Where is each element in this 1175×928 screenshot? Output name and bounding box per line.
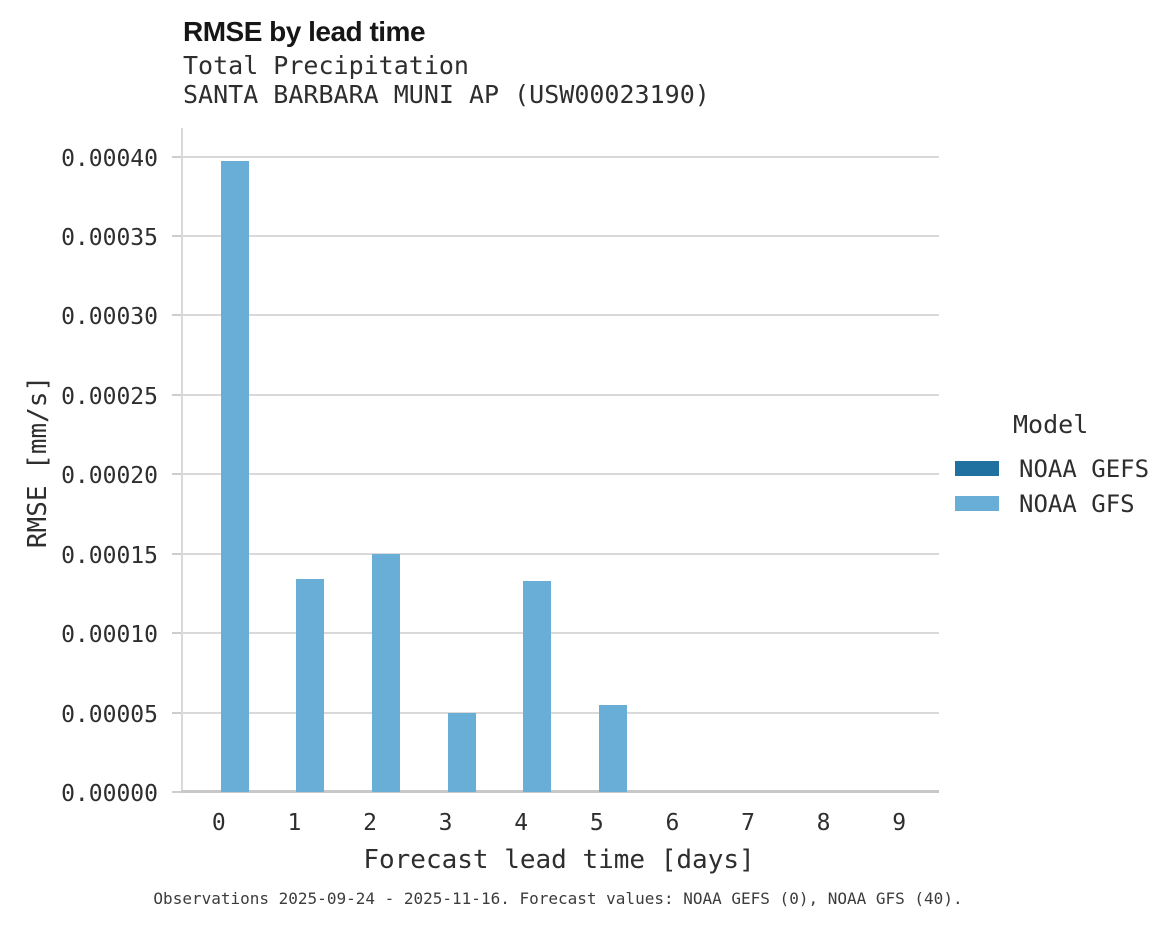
x-tick-label: 6 [665, 810, 680, 836]
bar-noaa-gfs-lead-0 [220, 161, 249, 792]
legend-entry: NOAA GEFS [955, 451, 1149, 486]
legend-entry: NOAA GFS [955, 486, 1149, 521]
x-tick-label: 7 [741, 810, 755, 836]
chart-subtitle-variable: Total Precipitation [183, 51, 469, 80]
bar-noaa-gfs-lead-2 [372, 553, 400, 792]
x-axis-title: Forecast lead time [days] [363, 845, 755, 875]
y-tick-mark [172, 473, 181, 476]
gridline [183, 711, 939, 714]
y-tick-label: 0.00010 [61, 622, 158, 649]
legend-entries: NOAA GEFS NOAA GFS [955, 451, 1149, 521]
gridline [183, 473, 939, 476]
y-tick-label: 0.00025 [61, 383, 158, 410]
legend-title: Model [1013, 410, 1089, 439]
gridline [183, 155, 939, 158]
y-tick-mark [172, 632, 181, 635]
legend-label: NOAA GFS [1019, 489, 1135, 518]
caption: Observations 2025-09-24 - 2025-11-16. Fo… [153, 889, 963, 908]
y-tick-mark [172, 155, 181, 158]
x-tick-label: 2 [363, 810, 377, 836]
y-tick-label: 0.00000 [61, 781, 158, 807]
chart-title: RMSE by lead time [183, 16, 426, 47]
y-tick-mark [172, 235, 181, 238]
x-tick-label: 5 [589, 810, 604, 836]
y-tick-label: 0.00035 [61, 225, 158, 252]
x-tick-label: 0 [211, 810, 226, 836]
x-tick-label: 4 [514, 810, 529, 836]
plot-area [172, 128, 939, 793]
y-tick-label: 0.00040 [61, 145, 158, 172]
y-tick-mark [172, 393, 181, 396]
x-tick-label: 1 [287, 810, 302, 836]
y-tick-mark [172, 711, 181, 714]
x-tick-label: 8 [816, 810, 831, 836]
y-tick-mark [172, 314, 181, 317]
x-tick-label: 3 [438, 810, 453, 836]
gridline [183, 235, 939, 238]
y-tick-mark [172, 791, 181, 793]
legend-label: NOAA GEFS [1019, 454, 1150, 483]
y-tick-label: 0.00030 [61, 304, 158, 331]
chart-subtitle-station: SANTA BARBARA MUNI AP (USW00023190) [183, 80, 710, 109]
x-axis-line [181, 790, 939, 793]
y-tick-mark [172, 552, 181, 555]
bar-noaa-gfs-lead-4 [523, 580, 552, 792]
gridline [183, 632, 939, 635]
gridline [183, 314, 939, 317]
bar-noaa-gfs-lead-1 [296, 579, 325, 792]
legend: Model NOAA GEFS NOAA GFS [955, 410, 1149, 521]
x-tick-label: 9 [892, 810, 907, 836]
bar-noaa-gfs-lead-5 [598, 704, 627, 792]
legend-swatch [955, 496, 999, 511]
bar-noaa-gfs-lead-3 [447, 712, 476, 792]
legend-swatch [955, 461, 999, 476]
gridline [183, 552, 939, 555]
y-tick-label: 0.00020 [61, 463, 158, 490]
gridline [183, 393, 939, 396]
y-tick-label: 0.00015 [61, 542, 158, 569]
y-tick-label: 0.00005 [61, 701, 158, 728]
